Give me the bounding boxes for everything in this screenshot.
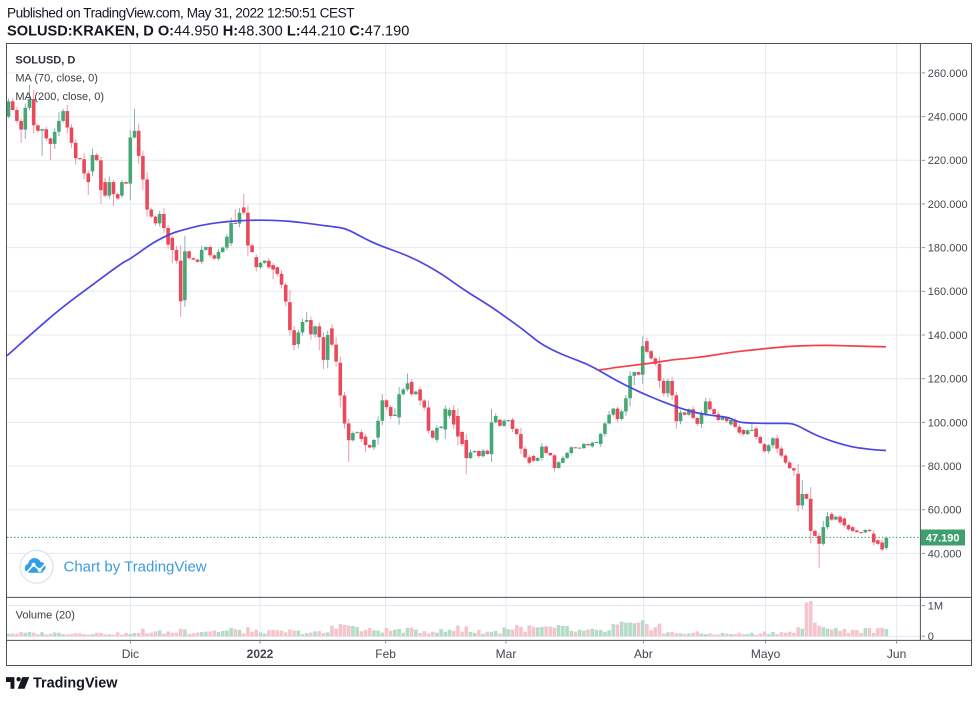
- svg-text:40.000: 40.000: [928, 548, 962, 560]
- svg-text:MA (70, close, 0): MA (70, close, 0): [15, 73, 98, 85]
- svg-text:Jun: Jun: [887, 647, 906, 661]
- svg-text:240.000: 240.000: [928, 112, 968, 124]
- svg-text:0: 0: [928, 631, 934, 643]
- svg-text:80.000: 80.000: [928, 461, 962, 473]
- svg-text:260.000: 260.000: [928, 68, 968, 80]
- svg-text:100.000: 100.000: [928, 417, 968, 429]
- svg-text:220.000: 220.000: [928, 155, 968, 167]
- svg-text:MA (200, close, 0): MA (200, close, 0): [15, 91, 104, 103]
- svg-text:Chart by TradingView: Chart by TradingView: [64, 558, 207, 575]
- svg-text:SOLUSD, D: SOLUSD, D: [15, 55, 75, 67]
- svg-text:Feb: Feb: [375, 647, 396, 661]
- svg-text:2022: 2022: [247, 647, 274, 661]
- svg-text:Volume (20): Volume (20): [16, 610, 75, 622]
- svg-text:TradingView: TradingView: [33, 676, 118, 692]
- svg-text:Mayo: Mayo: [751, 647, 781, 661]
- svg-text:1M: 1M: [928, 601, 943, 613]
- svg-text:Mar: Mar: [496, 647, 517, 661]
- svg-text:Published on TradingView.com,: Published on TradingView.com, May 31, 20…: [7, 6, 354, 21]
- svg-text:180.000: 180.000: [928, 243, 968, 255]
- svg-text:Dic: Dic: [122, 647, 139, 661]
- svg-text:140.000: 140.000: [928, 330, 968, 342]
- svg-text:Abr: Abr: [634, 647, 653, 661]
- svg-text:160.000: 160.000: [928, 286, 968, 298]
- svg-text:60.000: 60.000: [928, 505, 962, 517]
- svg-text:200.000: 200.000: [928, 199, 968, 211]
- svg-text:120.000: 120.000: [928, 374, 968, 386]
- svg-text:SOLUSD:KRAKEN, D O:44.950 H:4: SOLUSD:KRAKEN, D O:44.950 H:48.300 L:44.…: [7, 24, 409, 40]
- svg-text:47.190: 47.190: [926, 532, 960, 544]
